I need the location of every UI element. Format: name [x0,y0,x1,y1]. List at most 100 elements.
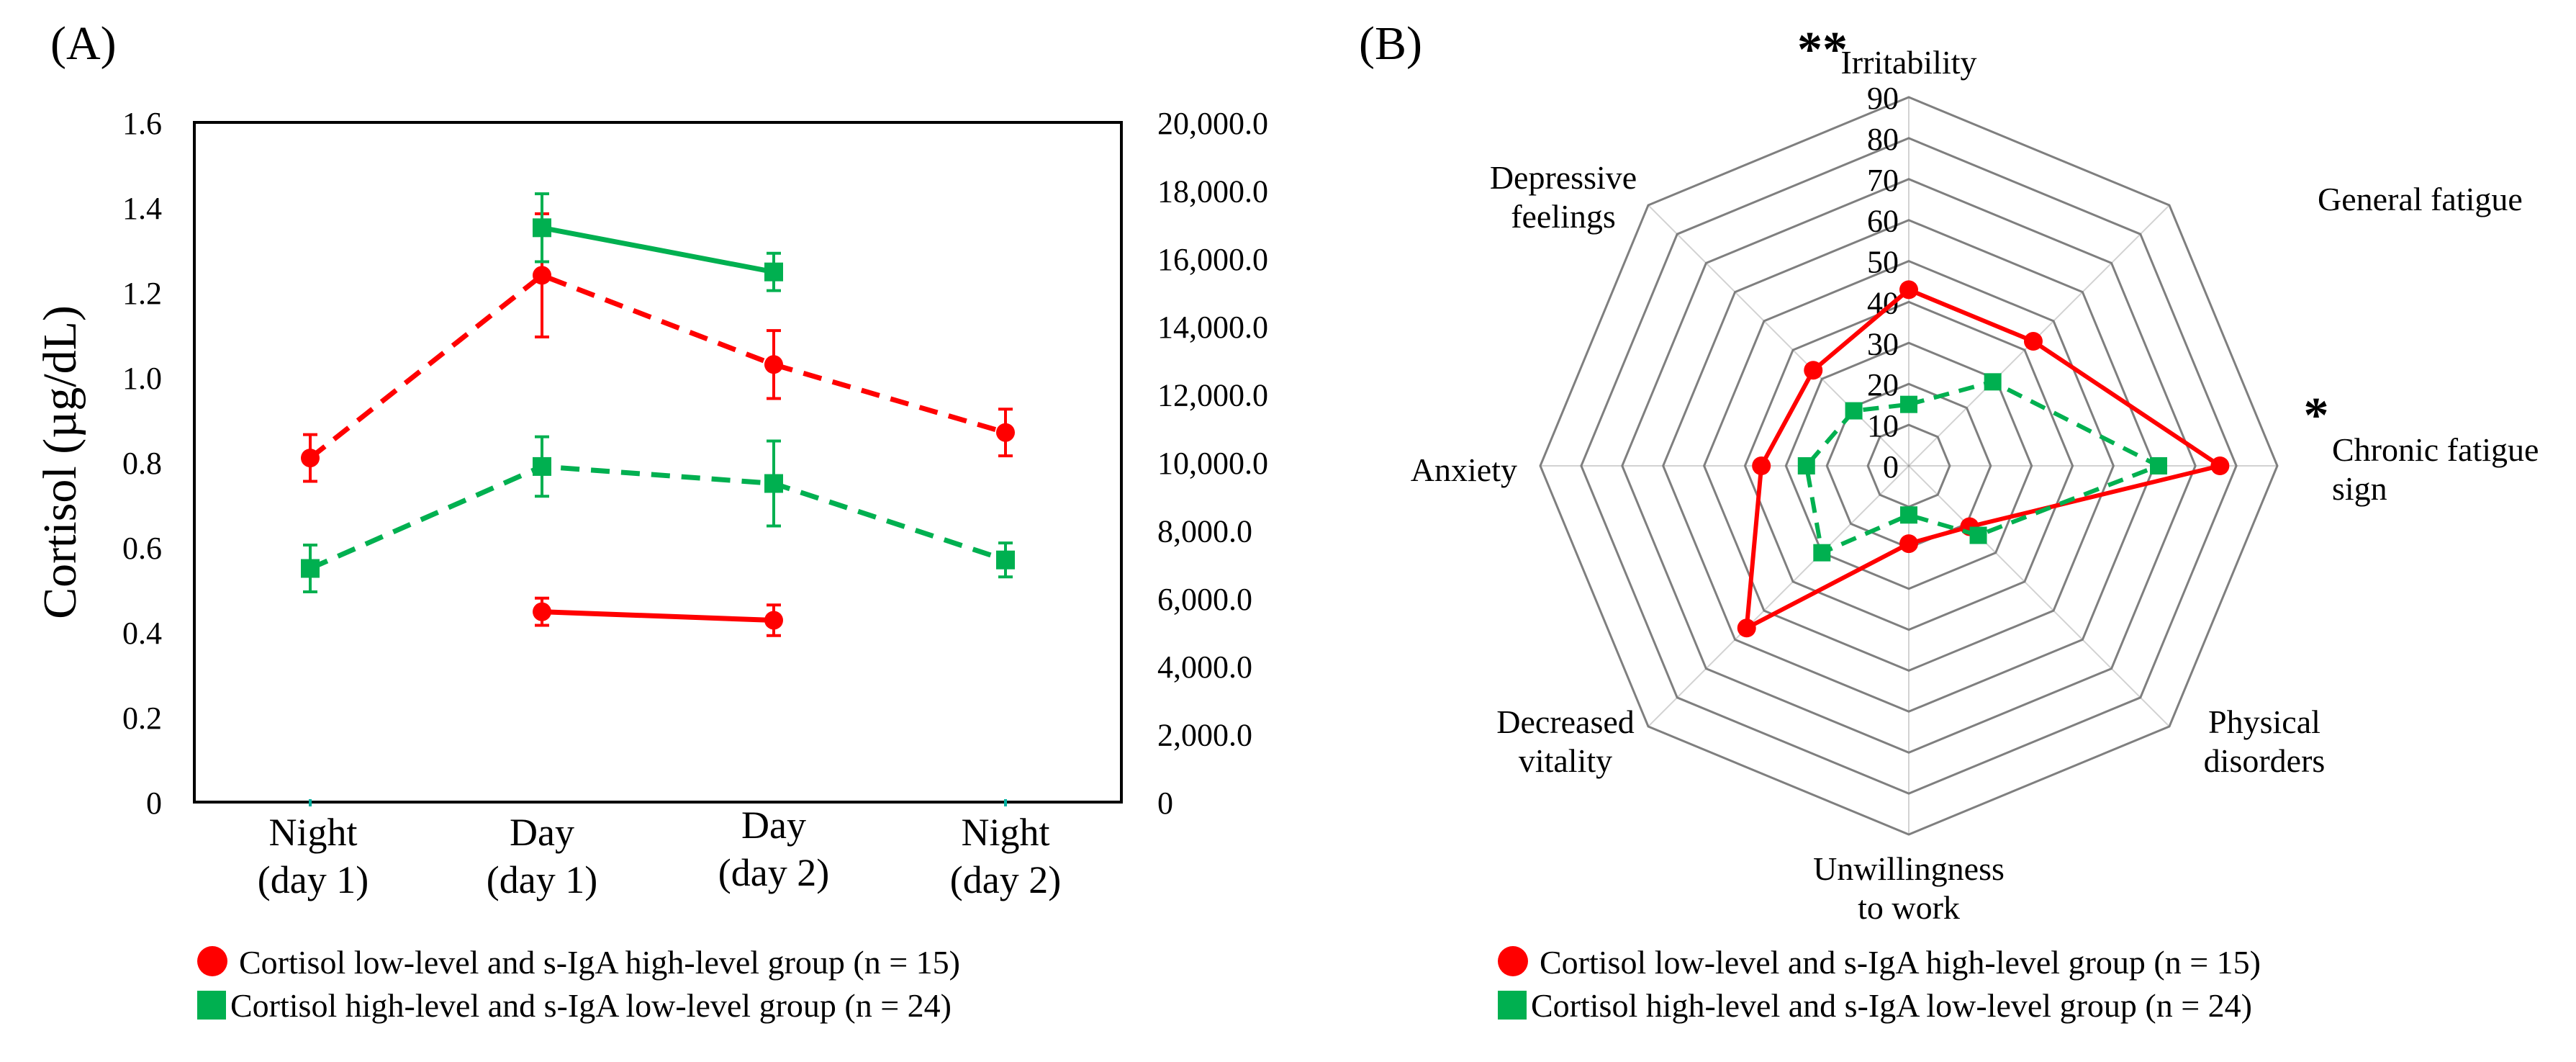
legend-high-cortisol-label: Cortisol high-level and s-IgA low-level … [230,987,952,1024]
y-tick-label: 1.6 [122,106,162,141]
y-tick-label: 0.4 [122,616,162,651]
x-tick-label: Night [961,811,1049,854]
legend-green-square-marker [1498,991,1527,1020]
radar-grid [1539,96,2279,836]
radar-r-tick-label: 70 [1867,163,1899,198]
data-point-square [764,262,783,282]
radar-r-tick-label: 10 [1867,408,1899,444]
x-tick-label: Day [741,804,806,847]
radar-point-circle [1804,361,1823,380]
panel-a-series [301,192,1015,806]
y-tick-label: 1.0 [122,361,162,396]
legend-green-square-marker [197,991,226,1020]
radar-point-circle [2210,456,2230,475]
y-tick-label: 0.2 [122,701,162,736]
radar-point-circle [1899,534,1918,554]
panel-b-legend: Cortisol low-level and s-IgA high-level … [1498,944,2261,1024]
y-tick-label: 1.2 [122,276,162,311]
y2-tick-label: 14,000.0 [1157,310,1268,345]
radar-spoke [1648,465,1910,727]
series-line [309,464,1007,571]
radar-grid-ring [1662,219,2156,713]
radar-point-square [2150,457,2168,474]
radar-point-square [1813,544,1831,562]
series-line [541,609,774,623]
data-point-square [764,474,783,493]
y2-tick-label: 0 [1157,786,1173,821]
radar-point-square [1900,506,1917,524]
radar-axis-label: feelings [1511,198,1616,235]
data-point-circle [533,266,551,285]
radar-spoke [1908,465,2170,727]
radar-series [1737,280,2230,638]
y2-tick-label: 20,000.0 [1157,106,1268,141]
y-axis-label: Cortisol (µg/dL) [34,305,86,619]
radar-axis-label: sign [2332,470,2387,507]
panel-a-line-chart: (A) Cortisol (µg/dL) 0 0.2 0.4 0.6 0.8 1.0 1.2… [34,17,1268,1024]
series-line [541,225,774,275]
radar-axis-label: to work [1858,889,1960,926]
radar-axis-label: disorders [2204,742,2326,779]
y2-tick-label: 18,000.0 [1157,174,1268,209]
data-point-circle [533,602,551,621]
series-line [308,272,1006,460]
radar-axis-label: General fatigue [2318,181,2523,217]
data-point-circle [764,355,783,374]
legend-red-circle-marker [197,946,227,976]
y2-tick-label: 2,000.0 [1157,718,1252,753]
legend-low-cortisol-label: Cortisol low-level and s-IgA high-level … [1540,944,2261,981]
panel-a-legend: Cortisol low-level and s-IgA high-level … [197,944,960,1024]
x-tick-label: (day 2) [950,858,1061,901]
data-point-square [533,218,551,238]
x-tick-label: Night [268,811,357,854]
y2-tick-label: 4,000.0 [1157,649,1252,685]
radar-r-tick-label: 50 [1867,245,1899,280]
radar-r-tick-label: 80 [1867,122,1899,157]
panel-a-label: (A) [50,17,117,70]
significance-asterisk: ** [1797,22,1848,78]
radar-r-tick-label: 60 [1867,204,1899,239]
data-point-circle [764,611,783,630]
data-point-circle [301,449,320,468]
radar-axis-labels: Irritability** General fatigue Chronic fat… [1411,22,2539,926]
radar-axis-label: Decreased [1496,703,1635,740]
radar-r-tick-label: 20 [1867,367,1899,402]
radar-spoke [1648,204,1910,467]
radar-grid-ring [1580,137,2238,795]
x-tick-label: (day 1) [258,858,369,901]
radar-grid-ring [1539,96,2279,836]
y2-tick-label: 16,000.0 [1157,242,1268,277]
radar-grid-ring [1621,178,2197,754]
radar-point-circle [1737,618,1756,638]
legend-low-cortisol-label: Cortisol low-level and s-IgA high-level … [239,944,960,981]
x-tick-label: (day 2) [718,851,829,894]
significance-asterisk: * [2304,388,2329,444]
data-point-square [533,456,551,476]
radar-axis-label: Chronic fatigue [2332,431,2539,468]
y-tick-label: 0 [146,786,162,821]
y2-tick-label: 6,000.0 [1157,582,1252,617]
radar-point-square [1969,526,1987,544]
radar-point-circle [1752,456,1771,475]
radar-grid-ring [1743,300,2074,631]
y2-tick-label: 12,000.0 [1157,378,1268,413]
radar-r-tick-label: 90 [1867,81,1899,116]
radar-point-square [1900,395,1917,413]
y-tick-label: 0.6 [122,531,162,566]
radar-axis-label: Physical [2208,703,2320,740]
radar-axis-label: Depressive [1490,159,1637,196]
x-tick-label: (day 1) [487,858,597,901]
plot-area-frame [193,121,1123,804]
panel-b-label: (B) [1359,17,1422,70]
radar-r-tick-label: 0 [1883,449,1899,485]
radar-grid-ring [1784,341,2033,590]
radar-r-tick-label: 30 [1867,326,1899,361]
radar-axis-label: Irritability [1840,44,1976,81]
legend-red-circle-marker [1498,946,1528,976]
radar-point-square [1797,457,1815,474]
radar-axis-label: Unwillingness [1813,850,2005,887]
radar-point-circle [1899,280,1918,300]
